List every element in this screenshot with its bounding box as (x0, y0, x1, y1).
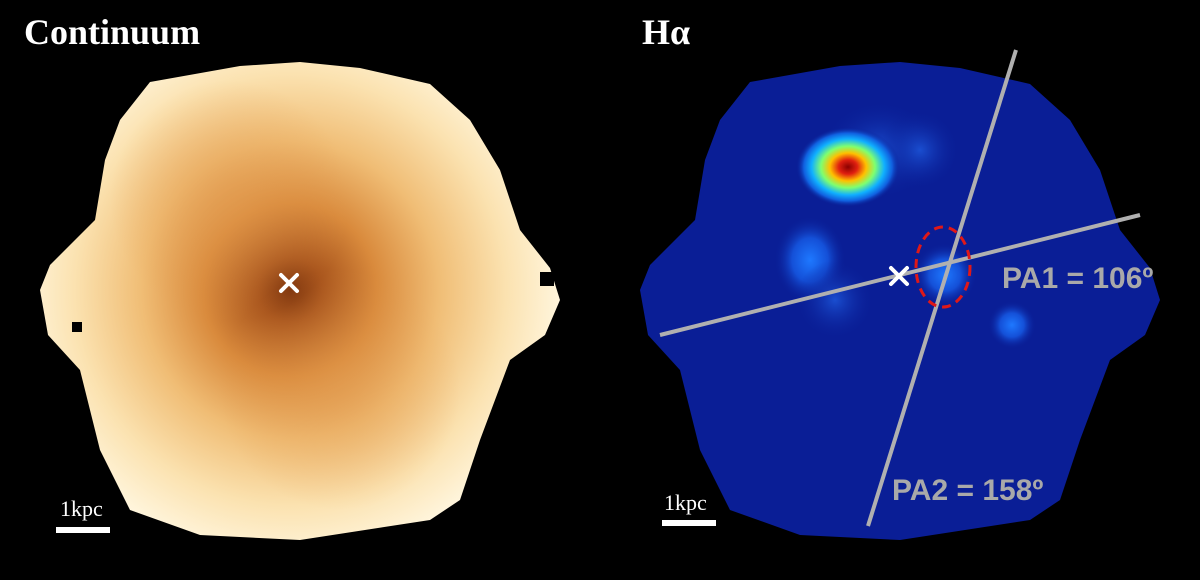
halpha-bright-knot (796, 127, 900, 207)
pa2-label: PA2 = 158º (892, 474, 1044, 507)
pa1-label: PA1 = 106º (1002, 262, 1154, 295)
pa2-line (866, 49, 1018, 527)
halpha-title: Hα (642, 12, 691, 52)
halpha-scale-label: 1kpc (664, 490, 707, 515)
halpha-hexagon (640, 62, 1160, 540)
continuum-scale-bar (56, 527, 110, 533)
masked-pixel (540, 272, 554, 286)
continuum-map (40, 62, 560, 540)
halpha-panel: Hα PA1 = 106º PA2 = 158º 1kpc (600, 0, 1200, 580)
center-marker-icon (279, 273, 299, 293)
halpha-scale-bar (662, 520, 716, 526)
halpha-map (640, 49, 1160, 540)
continuum-title: Continuum (24, 12, 201, 52)
masked-pixel (72, 322, 82, 332)
continuum-scale-label: 1kpc (60, 496, 103, 521)
aperture-ellipse (914, 225, 972, 309)
continuum-panel: Continuum 1kpc (24, 12, 560, 540)
center-marker-icon (889, 266, 909, 286)
